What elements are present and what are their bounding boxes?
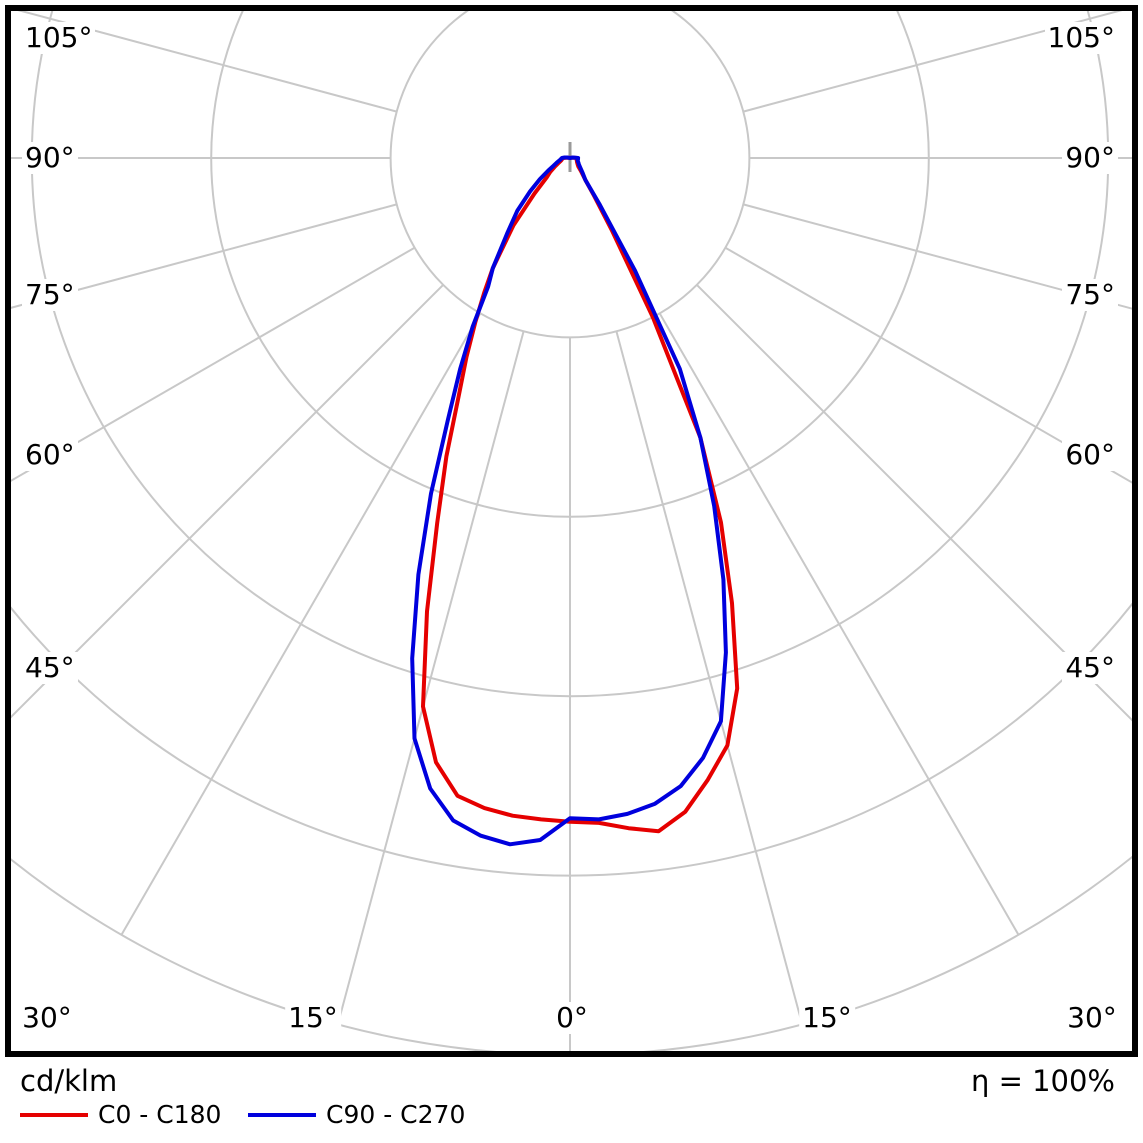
grid-spoke [615, 331, 804, 1025]
unit-label: cd/klm [20, 1064, 118, 1098]
angle-tick-label: 0° [553, 1002, 591, 1034]
legend-color-swatch-c90-c270 [248, 1113, 316, 1117]
angle-tick-label: 60° [22, 439, 78, 471]
legend-label-c0-c180: C0 - C180 [98, 1100, 222, 1129]
grid-spoke [11, 246, 416, 482]
angle-tick-label: 30° [1064, 1002, 1120, 1034]
legend-item-c90-c270: C90 - C270 [248, 1100, 465, 1130]
grid-spoke [696, 284, 1132, 722]
chart-frame [5, 5, 1138, 1057]
angle-tick-label: 60° [1062, 439, 1118, 471]
angle-tick-label: 15° [799, 1002, 855, 1034]
angle-tick-label: 75° [1062, 279, 1118, 311]
angle-tick-label: 90° [1062, 142, 1118, 174]
grid-spoke [120, 312, 482, 936]
legend-label-c90-c270: C90 - C270 [326, 1100, 466, 1129]
grid-spoke [11, 284, 444, 719]
angle-tick-label: 15° [285, 1002, 341, 1034]
angle-tick-label: 90° [22, 142, 78, 174]
angle-tick-label: 105° [1044, 22, 1118, 54]
curve-c0-c180 [421, 155, 740, 834]
curve-c90-c270 [410, 155, 728, 847]
grid-spoke [658, 312, 1020, 936]
grid-spoke [724, 246, 1132, 484]
angle-tick-label: 45° [22, 652, 78, 684]
grid-ring [11, 602, 1132, 877]
angle-tick-label: 75° [22, 279, 78, 311]
angle-tick-label: 105° [22, 22, 96, 54]
grid-spoke [743, 11, 1123, 113]
legend-color-swatch-c0-c180 [20, 1113, 88, 1117]
angle-tick-label: 30° [19, 1002, 75, 1034]
grid-spoke [17, 11, 397, 113]
efficiency-label: η = 100% [970, 1064, 1115, 1098]
legend-item-c0-c180: C0 - C180 [20, 1100, 221, 1130]
grid-spoke [336, 331, 525, 1025]
angle-tick-label: 45° [1062, 652, 1118, 684]
